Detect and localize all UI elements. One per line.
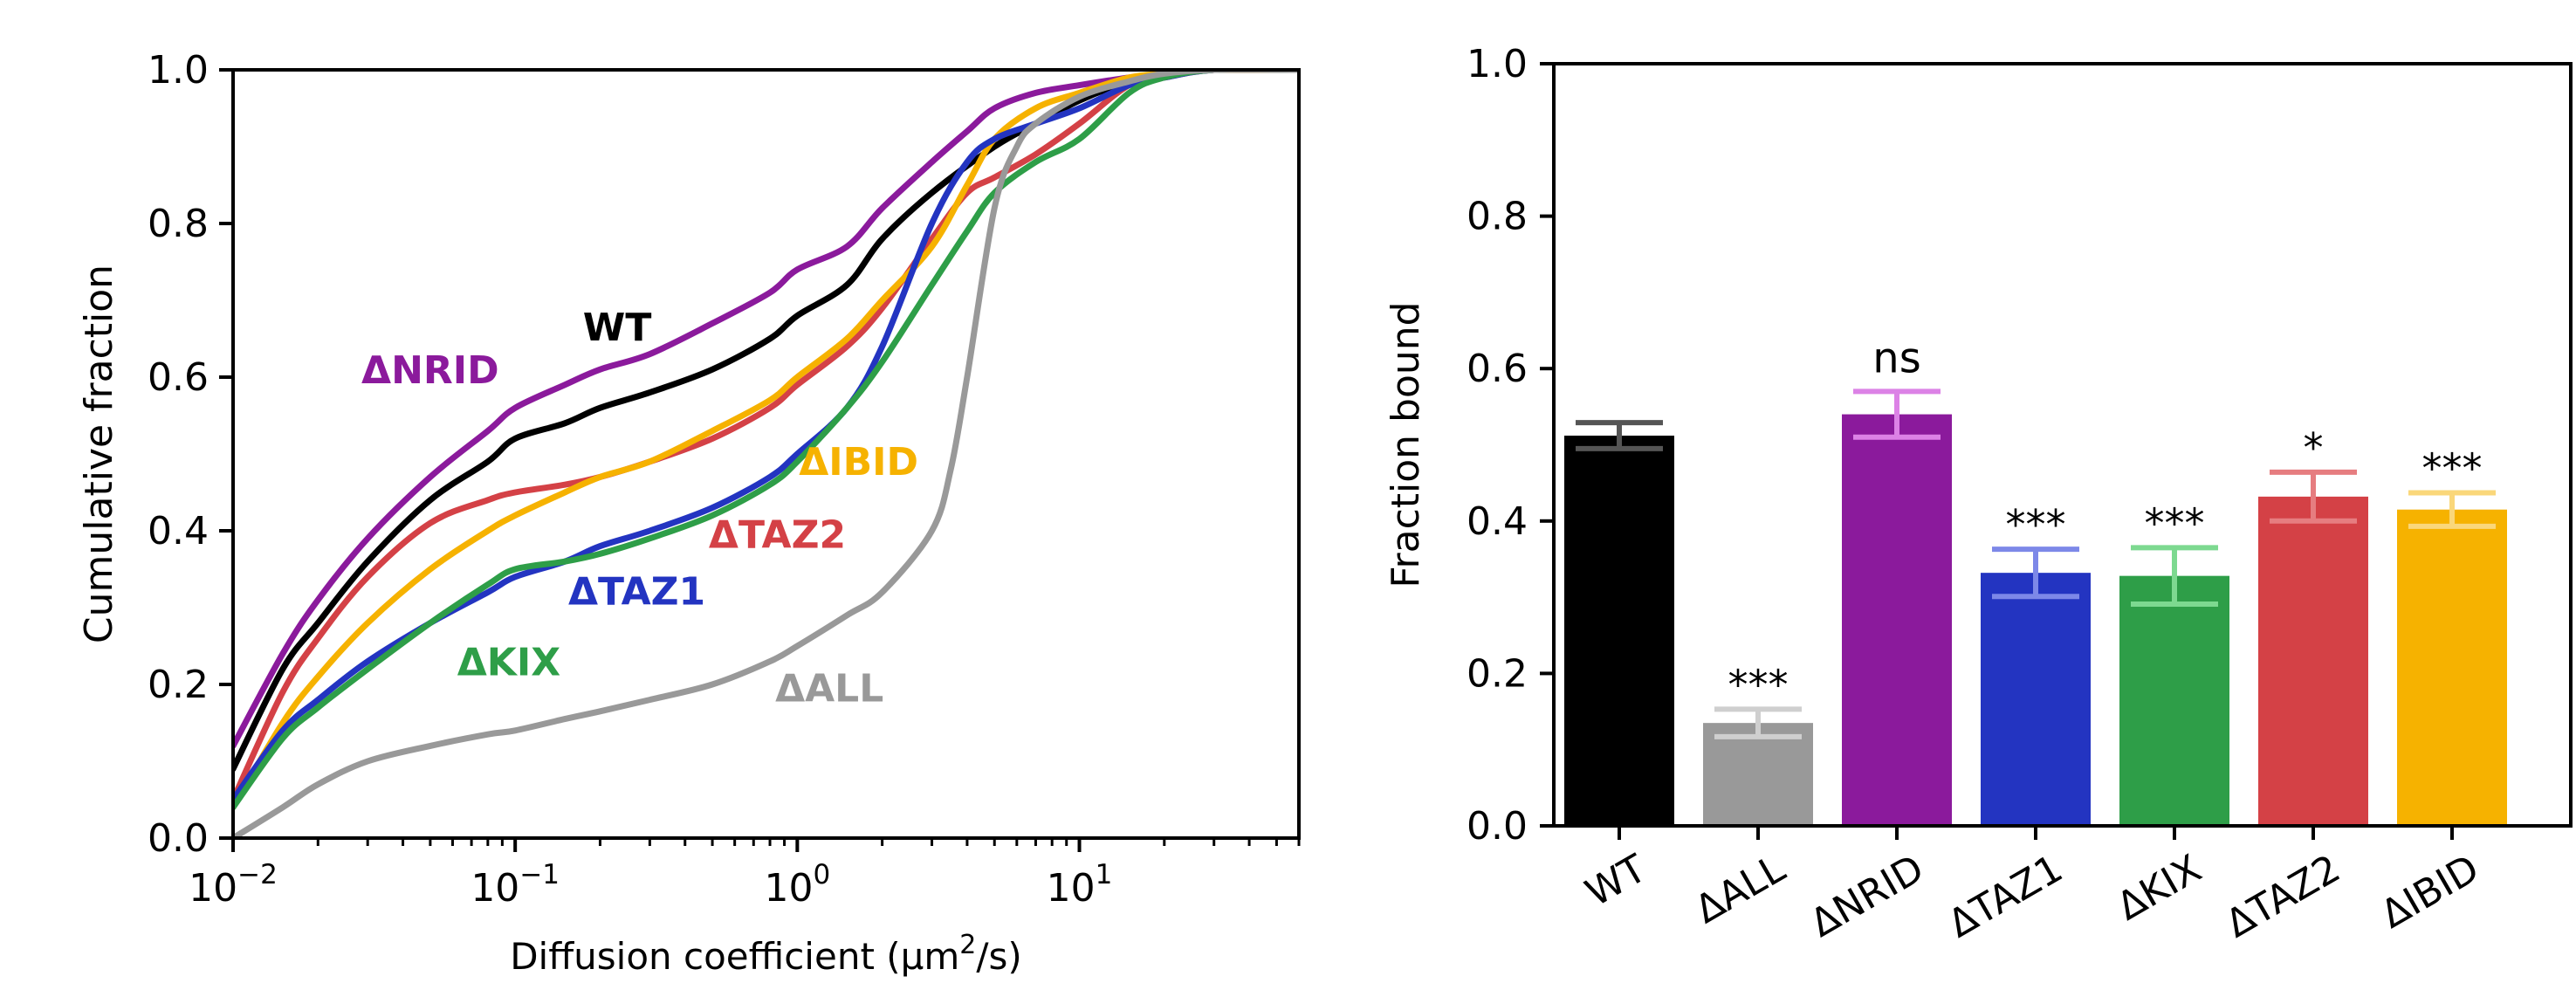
y-tick-label: 1.0 (1467, 42, 1528, 86)
x-tick-label-ΔKIX: ΔKIX (2110, 846, 2209, 929)
fraction-bound-bar-chart: ***ns*** **** ***0.00.20.40.60.81.0WT ΔALL Δ… (1384, 42, 2573, 946)
error-bar-ΔALL (1714, 706, 1802, 739)
series-label-ΔKIX: ΔKIX (457, 640, 561, 684)
y-tick-label: 1.0 (148, 48, 209, 93)
curve-ΔTAZ1 (233, 70, 1299, 803)
series-label-ΔNRID: ΔNRID (361, 348, 499, 393)
curve-ΔIBID (233, 70, 1299, 811)
x-tick-label: 10−2 (189, 859, 278, 911)
x-tick-base: 10 (471, 866, 519, 911)
y-tick-label: 0.0 (148, 816, 209, 861)
x-axis-ticks: WT ΔALL ΔNRID ΔTAZ1 ΔKIX ΔTAZ2 ΔIBID (1578, 826, 2487, 946)
x-tick-label-ΔTAZ2: ΔTAZ2 (2218, 846, 2347, 946)
x-tick-exponent: 0 (813, 859, 830, 890)
x-tick-label: 10−1 (471, 859, 560, 911)
curve-ΔALL (233, 70, 1299, 838)
bars: ***ns*** **** *** (1564, 333, 2507, 826)
y-tick-label: 0.8 (148, 202, 209, 246)
y-axis-ticks: 0.0 0.2 0.4 0.6 0.8 1.0 (148, 48, 233, 861)
y-tick-label: 0.6 (1467, 347, 1528, 391)
x-axis-title: Diffusion coefficient (μm2/s) (510, 930, 1022, 978)
bar-WT (1564, 436, 1674, 826)
y-tick-label: 0.4 (148, 509, 209, 553)
y-tick-label: 0.6 (148, 355, 209, 400)
plot-frame (1552, 62, 2573, 828)
y-tick-label: 0.2 (148, 663, 209, 707)
x-tick-label-ΔALL: ΔALL (1687, 846, 1793, 932)
curves (233, 70, 1299, 838)
bar-ΔNRID (1842, 414, 1952, 826)
x-tick-label-WT: WT (1578, 846, 1654, 915)
x-axis-title-tail: /s) (976, 935, 1021, 978)
significance-label-ΔKIX: *** (2145, 499, 2205, 546)
y-tick-label: 0.8 (1467, 195, 1528, 239)
y-axis-title: Fraction bound (1384, 301, 1428, 588)
x-tick-base: 10 (1047, 866, 1096, 911)
error-bar-ΔTAZ1 (1992, 546, 2079, 600)
plot-frame (231, 68, 1301, 840)
y-tick-label: 0.0 (1467, 804, 1528, 849)
y-tick-label: 0.2 (1467, 651, 1528, 696)
x-axis-ticks: 10−2 10−1 100 101 (189, 838, 1301, 911)
x-tick-exponent: 1 (1096, 859, 1113, 890)
error-bar-ΔKIX (2131, 545, 2218, 607)
curve-ΔTAZ2 (233, 70, 1299, 803)
bar-ΔIBID (2397, 509, 2507, 826)
significance-label-ΔTAZ1: *** (2006, 501, 2066, 548)
series-label-ΔIBID: ΔIBID (799, 440, 918, 485)
curve-WT (233, 70, 1299, 773)
y-tick-label: 0.4 (1467, 499, 1528, 544)
series-label-ΔALL: ΔALL (775, 666, 883, 711)
error-bar-WT (1576, 420, 1663, 451)
x-axis-title-text: Diffusion coefficient (μm (510, 935, 959, 978)
significance-label-ΔTAZ2: * (2304, 424, 2324, 471)
x-tick-label-ΔTAZ1: ΔTAZ1 (1941, 846, 2070, 946)
error-bar-ΔIBID (2408, 490, 2496, 529)
cumulative-distribution-chart: 10−2 10−1 100 1010.00.20.40.60.81.0Diffusio… (77, 48, 1301, 978)
bar-ΔALL (1703, 723, 1813, 826)
x-tick-exponent: −1 (519, 859, 560, 890)
x-tick-base: 10 (764, 866, 813, 911)
error-bar-ΔNRID (1853, 388, 1941, 440)
significance-label-ΔIBID: *** (2422, 444, 2483, 492)
x-tick-exponent: −2 (237, 859, 278, 890)
series-label-ΔTAZ2: ΔTAZ2 (709, 512, 846, 557)
x-tick-label-ΔNRID: ΔNRID (1803, 846, 1931, 945)
series-label-ΔTAZ1: ΔTAZ1 (568, 569, 705, 614)
series-label-WT: WT (583, 306, 652, 350)
y-axis-title: Cumulative fraction (77, 265, 121, 643)
significance-label-ΔNRID: ns (1872, 333, 1920, 382)
bar-ΔKIX (2119, 575, 2229, 826)
curve-ΔNRID (233, 70, 1299, 749)
x-axis-title-superscript: 2 (959, 930, 976, 960)
curve-ΔKIX (233, 70, 1299, 811)
y-axis-ticks: 0.0 0.2 0.4 0.6 0.8 1.0 (1467, 42, 1554, 849)
x-tick-base: 10 (189, 866, 237, 911)
bar-ΔTAZ2 (2258, 496, 2368, 826)
x-tick-label-ΔIBID: ΔIBID (2373, 846, 2487, 937)
x-tick-label: 100 (764, 859, 830, 911)
significance-label-ΔALL: *** (1728, 661, 1789, 708)
bar-ΔTAZ1 (1981, 573, 2091, 826)
x-tick-label: 101 (1047, 859, 1113, 911)
error-bar-ΔTAZ2 (2270, 469, 2357, 524)
